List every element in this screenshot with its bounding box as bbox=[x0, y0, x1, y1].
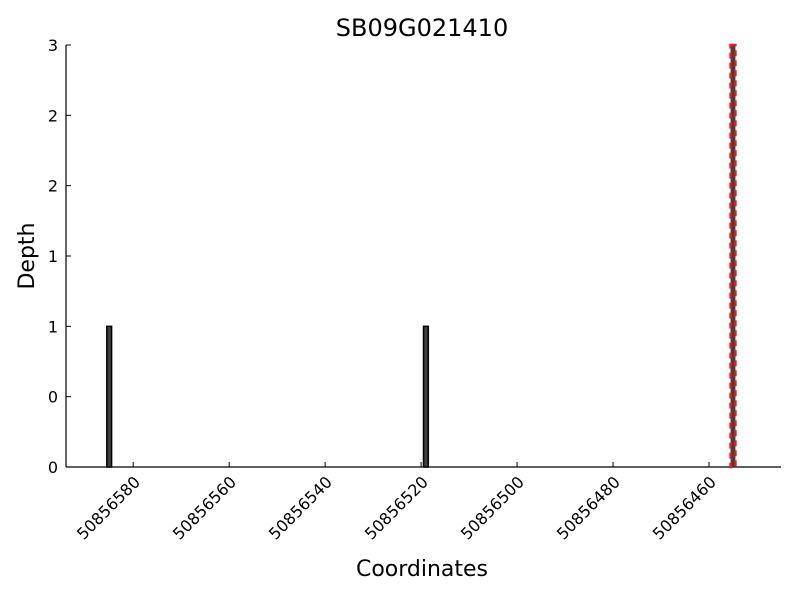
x-tick-label: 50856480 bbox=[553, 472, 624, 543]
x-axis-label: Coordinates bbox=[356, 557, 488, 582]
x-tick-label: 50856560 bbox=[169, 472, 240, 543]
y-tick-label: 0 bbox=[48, 458, 58, 477]
y-tick-label: 2 bbox=[48, 106, 58, 125]
chart-title: SB09G021410 bbox=[336, 14, 508, 42]
y-tick-label: 2 bbox=[48, 177, 58, 196]
y-tick-label: 1 bbox=[48, 317, 58, 336]
y-axis-label: Depth bbox=[15, 222, 40, 289]
bar bbox=[422, 325, 430, 468]
x-tick-label: 50856540 bbox=[265, 472, 336, 543]
bar bbox=[106, 325, 113, 468]
x-tick-label: 50856500 bbox=[457, 472, 528, 543]
x-tick-label: 50856460 bbox=[649, 472, 720, 543]
y-tick-label: 1 bbox=[48, 247, 58, 266]
y-tick-label: 3 bbox=[48, 36, 58, 55]
x-tick-label: 50856580 bbox=[73, 472, 144, 543]
y-tick-label: 0 bbox=[48, 388, 58, 407]
bar bbox=[729, 43, 737, 469]
x-tick-label: 50856520 bbox=[361, 472, 432, 543]
